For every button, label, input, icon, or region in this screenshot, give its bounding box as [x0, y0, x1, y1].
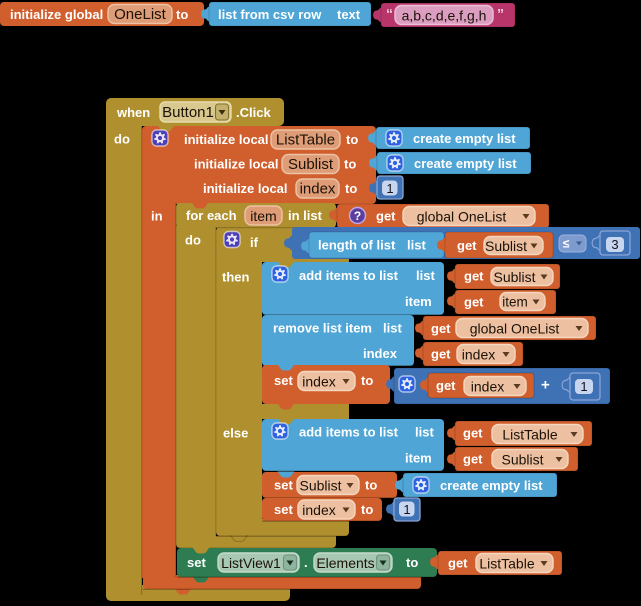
svg-text:ListTable: ListTable [502, 427, 557, 443]
svg-text:get: get [376, 209, 396, 224]
svg-text:get: get [463, 426, 483, 441]
svg-text:ListTable: ListTable [276, 132, 335, 149]
svg-text:.Click: .Click [236, 105, 271, 120]
svg-text:do: do [185, 233, 201, 248]
svg-text:Button1: Button1 [162, 104, 214, 121]
svg-text:set: set [274, 502, 293, 517]
svg-text:get: get [431, 347, 451, 362]
svg-text:get: get [457, 238, 477, 253]
svg-text:index: index [302, 374, 335, 390]
svg-text:initialize local: initialize local [194, 157, 279, 172]
svg-text:get: get [464, 269, 484, 284]
svg-text:item: item [405, 294, 432, 309]
svg-text:initialize local: initialize local [184, 132, 269, 147]
svg-text:item: item [502, 295, 528, 310]
svg-text:in: in [151, 209, 163, 224]
svg-text:if: if [250, 235, 259, 250]
svg-text:list: list [383, 321, 402, 336]
svg-text:item: item [405, 451, 432, 466]
svg-text:to: to [361, 502, 373, 517]
svg-text:create empty list: create empty list [413, 131, 516, 146]
svg-text:in list: in list [288, 208, 323, 223]
svg-text:create empty list: create empty list [440, 478, 543, 493]
svg-text:remove list item: remove list item [273, 321, 372, 336]
svg-text:to: to [344, 157, 356, 172]
svg-text:list: list [415, 425, 434, 440]
svg-text:”: ” [497, 6, 504, 22]
svg-text:to: to [365, 478, 377, 493]
svg-text:1: 1 [386, 181, 393, 196]
svg-text:Sublist: Sublist [485, 238, 527, 254]
svg-text:1: 1 [403, 502, 410, 517]
svg-text:text: text [337, 7, 361, 22]
svg-text:then: then [222, 270, 250, 285]
svg-text:global OneList: global OneList [470, 321, 560, 337]
svg-text:get: get [463, 452, 483, 467]
svg-text:“: “ [386, 6, 393, 22]
svg-text:3: 3 [611, 237, 618, 252]
svg-text:length of list: length of list [318, 238, 396, 253]
svg-text:Elements: Elements [316, 555, 374, 571]
svg-text:when: when [116, 105, 150, 120]
svg-text:Sublist: Sublist [493, 269, 535, 285]
svg-text:list from csv row: list from csv row [218, 7, 322, 22]
svg-text:add items to list: add items to list [299, 268, 399, 283]
svg-text:Sublist: Sublist [299, 478, 341, 494]
svg-text:set: set [274, 373, 293, 388]
svg-text:create empty list: create empty list [414, 156, 517, 171]
svg-text:≤: ≤ [563, 237, 570, 251]
svg-text:index: index [462, 347, 495, 363]
svg-text:ListTable: ListTable [479, 556, 534, 572]
svg-text:to: to [346, 132, 358, 147]
svg-text:set: set [187, 555, 206, 570]
svg-text:list: list [416, 268, 435, 283]
svg-text:.: . [304, 555, 308, 570]
svg-text:get: get [436, 378, 456, 393]
svg-text:a,b,c,d,e,f,g,h: a,b,c,d,e,f,g,h [402, 8, 487, 24]
svg-text:1: 1 [580, 379, 587, 394]
svg-text:set: set [274, 478, 293, 493]
svg-text:index: index [302, 502, 335, 518]
svg-text:item: item [250, 208, 276, 224]
svg-text:do: do [114, 132, 130, 147]
svg-text:index: index [471, 379, 504, 395]
svg-text:Sublist: Sublist [501, 452, 543, 468]
svg-text:to: to [345, 181, 357, 196]
svg-text:add items to list: add items to list [299, 425, 399, 440]
svg-text:to: to [406, 555, 418, 570]
svg-text:to: to [176, 7, 188, 22]
svg-text:else: else [223, 426, 248, 441]
svg-text:+: + [541, 377, 550, 394]
svg-text:get: get [464, 295, 484, 310]
svg-text:initialize local: initialize local [203, 181, 288, 196]
svg-text:initialize global: initialize global [10, 7, 103, 22]
svg-text:index: index [300, 181, 336, 198]
svg-text:to: to [361, 373, 373, 388]
svg-text:OneList: OneList [114, 6, 167, 23]
svg-text:get: get [431, 321, 451, 336]
svg-text:for each: for each [186, 208, 237, 223]
svg-text:global OneList: global OneList [417, 209, 507, 225]
svg-text:index: index [363, 346, 398, 361]
svg-text:list: list [407, 238, 426, 253]
svg-text:?: ? [354, 209, 361, 223]
svg-text:ListView1: ListView1 [221, 555, 281, 571]
svg-text:get: get [448, 556, 468, 571]
svg-text:Sublist: Sublist [288, 156, 334, 173]
